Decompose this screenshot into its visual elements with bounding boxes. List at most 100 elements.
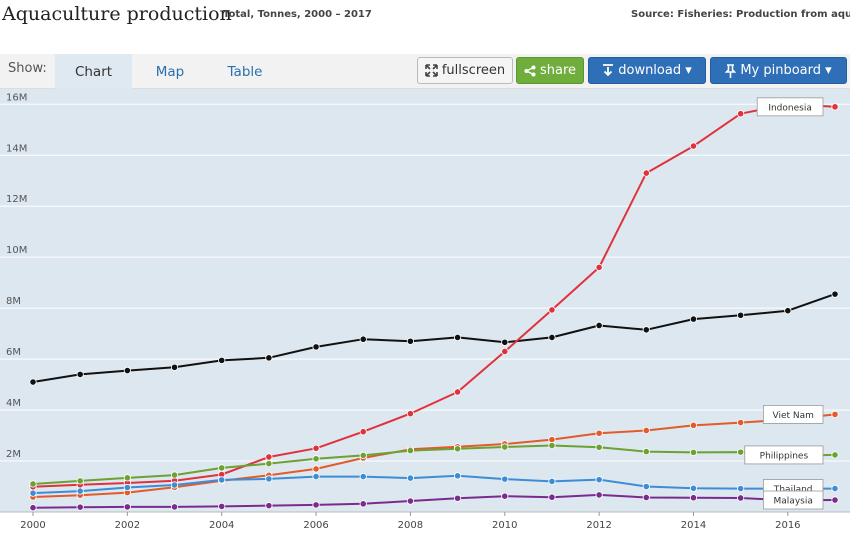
data-point: [453, 472, 462, 480]
share-icon: [524, 65, 536, 76]
data-point: [548, 493, 556, 501]
data-point: [29, 489, 37, 497]
data-point: [737, 484, 745, 493]
data-point: [501, 347, 509, 356]
share-button[interactable]: share: [516, 57, 584, 84]
data-point: [312, 343, 320, 351]
series-label: Indonesia: [768, 103, 812, 113]
data-point: [501, 475, 509, 483]
data-point: [737, 311, 745, 319]
series-line: [32, 293, 836, 383]
data-point: [642, 426, 650, 435]
data-point: [831, 451, 839, 459]
y-tick-label: 6M: [6, 347, 21, 358]
data-point: [123, 366, 131, 375]
y-tick-label: 16M: [6, 92, 27, 103]
y-tick-label: 2M: [6, 449, 21, 460]
data-point: [689, 448, 698, 456]
x-tick-label: 2008: [398, 520, 423, 531]
fullscreen-label: fullscreen: [441, 63, 506, 78]
data-point: [642, 326, 650, 334]
data-point: [689, 494, 698, 502]
data-point: [359, 472, 367, 481]
data-point: [689, 142, 698, 150]
data-point: [312, 455, 320, 463]
data-point: [123, 503, 131, 511]
data-point: [453, 333, 462, 342]
tab-chart[interactable]: Chart: [55, 54, 132, 89]
data-point: [218, 356, 226, 364]
series-label: Malaysia: [774, 497, 813, 507]
data-point: [218, 476, 226, 484]
data-point: [76, 503, 84, 511]
data-point: [548, 441, 556, 450]
series-label-box: [756, 97, 824, 117]
download-button[interactable]: download ▾: [588, 57, 706, 84]
data-point: [170, 363, 179, 371]
x-tick-label: 2016: [775, 520, 800, 531]
data-point: [595, 476, 603, 484]
data-point: [123, 483, 131, 492]
x-tick-label: 2006: [303, 520, 328, 531]
data-point: [595, 443, 603, 451]
pin-icon: [725, 63, 737, 78]
series-label-box: [763, 490, 824, 510]
data-point: [642, 448, 650, 456]
data-point: [831, 290, 839, 298]
x-tick-label: 2010: [492, 520, 517, 531]
data-point: [642, 493, 650, 502]
data-point: [123, 474, 131, 482]
data-point: [453, 388, 462, 396]
x-tick-label: 2004: [209, 520, 234, 531]
data-point: [170, 471, 179, 479]
data-point: [406, 497, 415, 505]
plot-area: [0, 89, 850, 512]
data-point: [548, 436, 556, 444]
data-point: [170, 503, 179, 511]
chart-header: Aquaculture production Total, Tonnes, 20…: [0, 0, 850, 34]
data-point: [548, 333, 556, 342]
data-point: [595, 263, 603, 271]
share-label: share: [539, 63, 577, 78]
pinboard-button[interactable]: My pinboard ▾: [710, 57, 847, 84]
data-point: [29, 480, 37, 488]
line-chart-svg: 2M 4M 6M 8M 10M 12M 14M 16M 2000 2002 2004 2006 2008…: [0, 89, 850, 531]
data-point: [689, 484, 698, 492]
y-tick-label: 4M: [6, 398, 21, 409]
data-point: [406, 410, 415, 418]
fullscreen-icon: [425, 64, 438, 77]
series-label: Viet Nam: [772, 411, 813, 421]
data-point: [548, 306, 556, 314]
data-point: [406, 337, 415, 345]
data-point: [453, 445, 462, 453]
data-point: [642, 169, 650, 177]
download-label: download ▾: [618, 63, 692, 78]
pinboard-label: My pinboard ▾: [740, 63, 832, 78]
data-point: [76, 477, 84, 485]
data-point: [312, 465, 320, 473]
data-point: [406, 446, 415, 455]
data-point: [737, 110, 745, 118]
data-point: [170, 481, 179, 489]
tab-map[interactable]: Map: [155, 63, 185, 80]
y-tick-label: 8M: [6, 296, 21, 307]
series-label-box: [744, 445, 824, 465]
data-point: [265, 453, 273, 461]
data-point: [689, 421, 698, 429]
data-point: [359, 451, 367, 460]
data-point: [359, 428, 367, 436]
series-line: [32, 474, 835, 495]
data-point: [737, 448, 745, 456]
data-point: [29, 504, 37, 512]
data-point: [265, 459, 273, 468]
download-icon: [603, 64, 614, 77]
data-point: [501, 492, 509, 500]
data-point: [265, 354, 273, 362]
series-line: [32, 444, 836, 485]
fullscreen-button[interactable]: fullscreen: [417, 57, 513, 84]
line-chart: 2M 4M 6M 8M 10M 12M 14M 16M 2000 2002 2004 2006 2008…: [0, 89, 850, 536]
data-point: [312, 444, 320, 452]
data-point: [501, 443, 509, 451]
tab-table[interactable]: Table: [227, 63, 263, 80]
y-tick-label: 10M: [6, 245, 27, 256]
